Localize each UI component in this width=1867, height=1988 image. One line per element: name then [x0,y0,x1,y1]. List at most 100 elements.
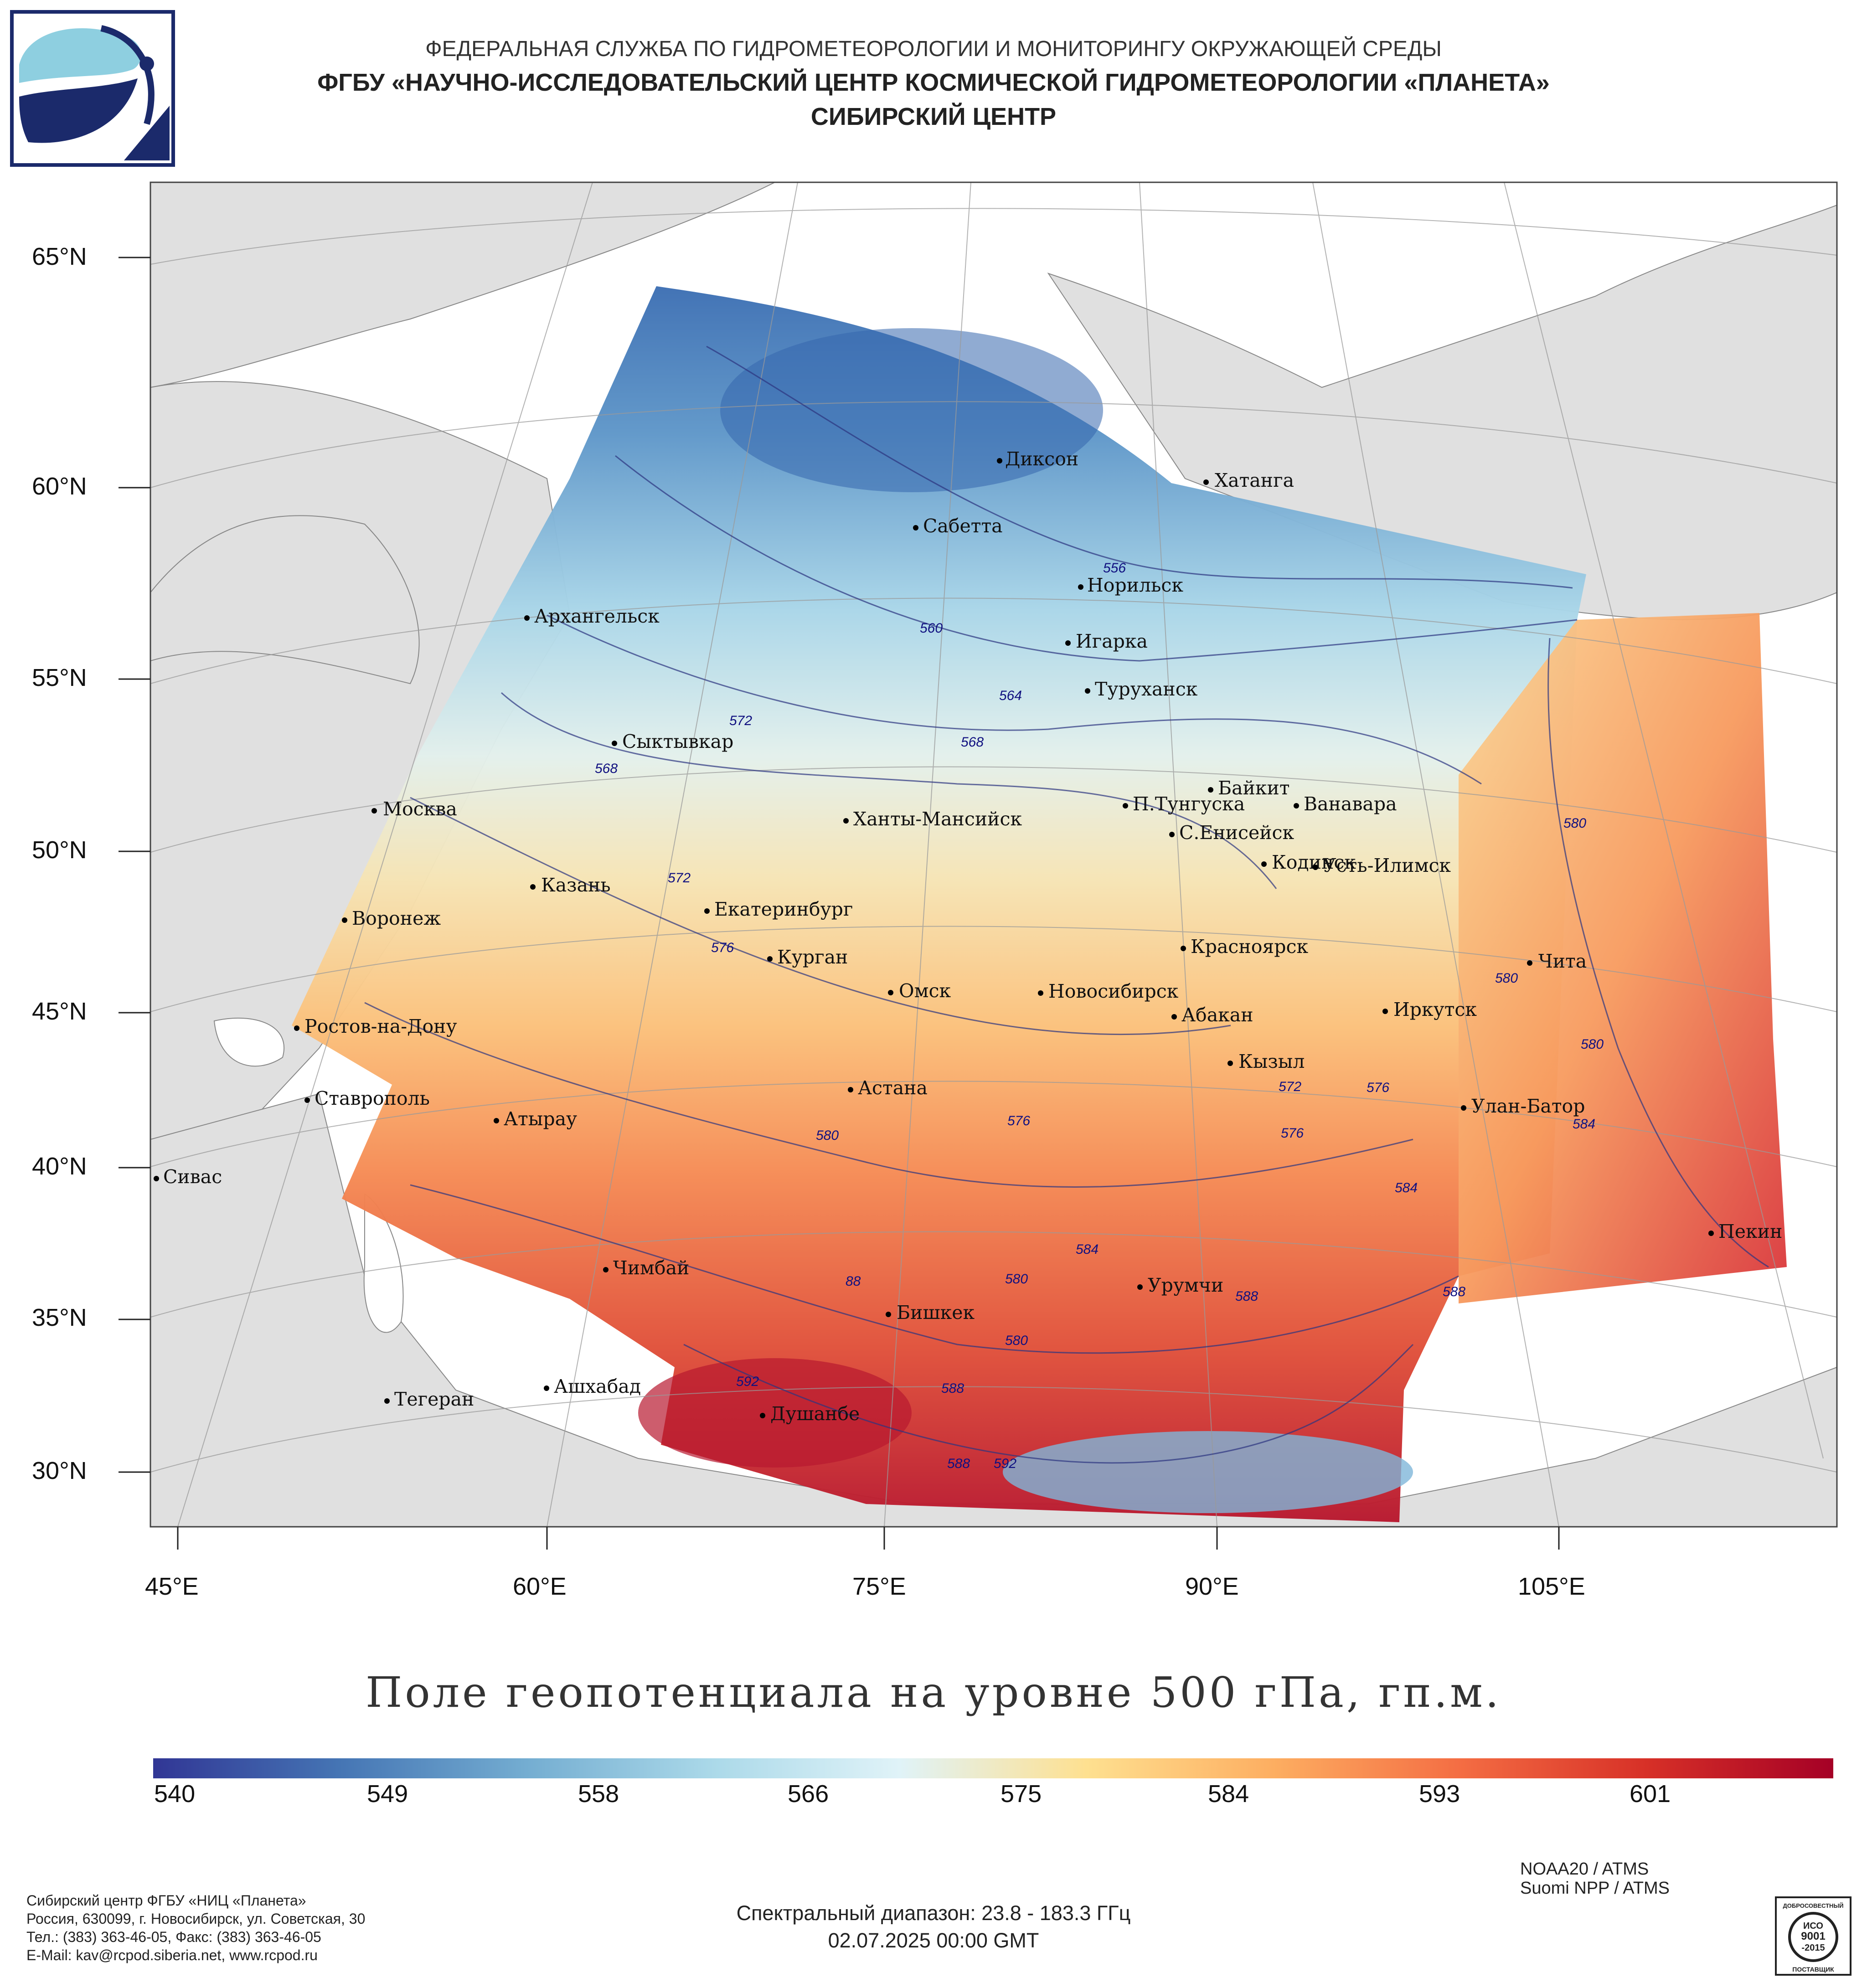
city-marker [760,1413,765,1418]
city-marker [1261,861,1267,867]
land-arctic-west [150,182,775,388]
city-label: Ханты-Мансийск [853,808,1022,830]
city-label: Усть-Илимск [1323,855,1451,876]
city-label: Тегеран [394,1388,474,1410]
header-agency: ФЕДЕРАЛЬНАЯ СЛУЖБА ПО ГИДРОМЕТЕОРОЛОГИИ … [425,37,1442,61]
isoline-label: 588 [941,1381,964,1396]
city-label: Байкит [1218,777,1290,799]
svg-text:ПОСТАВЩИК: ПОСТАВЩИК [1792,1966,1834,1973]
lon-label-45: 45°E [145,1573,199,1600]
isoline-label: 580 [1563,816,1587,831]
city-marker [1085,688,1090,694]
city-label: С.Енисейск [1179,822,1295,844]
svg-text:ИСО: ИСО [1803,1921,1823,1931]
isoline-label: 584 [1395,1180,1418,1195]
isoline-label: 556 [1103,561,1126,576]
city-marker [154,1176,159,1181]
lat-label-60: 60°N [32,473,87,500]
city-marker [530,884,536,890]
city-marker [1527,960,1532,966]
city-label: Диксон [1005,448,1079,470]
field-tibet-cold [1003,1431,1413,1513]
map-title: Поле геопотенциала на уровне 500 гПа, гп… [366,1668,1501,1717]
city-marker [1181,946,1186,951]
city-label: Сивас [163,1166,222,1188]
isoline-label: 568 [961,735,984,750]
colorbar-tick: 584 [1208,1780,1249,1808]
isoline-label: 588 [947,1456,970,1471]
isoline-label: 580 [1005,1272,1028,1287]
isoline-label: 572 [668,870,691,886]
city-label: Бишкек [897,1302,975,1324]
isoline-label: 576 [711,940,734,955]
city-label: Москва [383,798,457,820]
city-marker [1461,1105,1466,1111]
city-marker [1137,1284,1143,1290]
city-marker [612,741,617,746]
colorbar-tick: 558 [578,1780,619,1808]
city-marker [371,808,377,814]
city-marker [1038,990,1043,996]
city-label: Сыктывкар [622,731,734,752]
field-swath-main [292,286,1586,1522]
city-marker [384,1398,390,1404]
lon-label-90: 90°E [1185,1573,1239,1600]
city-label: Сабетта [923,515,1003,537]
land-scandinavia [150,515,420,685]
colorbar-tick: 540 [154,1780,196,1808]
city-marker [886,1312,891,1317]
city-label: Екатеринбург [714,898,853,920]
city-marker [1171,1014,1177,1020]
footer-email: E-Mail: kav@rcpod.siberia.net, www.rcpod… [26,1947,318,1963]
colorbar-tick: 575 [1001,1780,1042,1808]
spectral-range: Спектральный диапазон: 23.8 - 183.3 ГГц [736,1901,1131,1925]
city-label: Норильск [1087,574,1183,596]
isoline-label: 580 [1005,1333,1028,1348]
lat-label-30: 30°N [32,1457,87,1484]
city-marker [1169,832,1175,837]
city-marker [304,1097,310,1103]
isoline-label: 568 [595,761,618,776]
footer-org: Сибирский центр ФГБУ «НИЦ «Планета» [26,1892,306,1909]
city-marker [294,1025,299,1031]
black-sea [213,1017,284,1067]
city-label: Ростов-на-Дону [304,1015,457,1037]
city-label: Иркутск [1393,999,1477,1020]
lat-label-65: 65°N [32,243,87,270]
city-marker [1208,787,1213,793]
observation-date: 02.07.2025 00:00 GMT [828,1929,1039,1952]
isoline-label: 584 [1573,1117,1596,1132]
isoline-label: 576 [1367,1080,1390,1095]
city-marker [848,1087,853,1092]
iso-certificate-badge: ДОБРОСОВЕСТНЫЙ ИСО 9001 -2015 ПОСТАВЩИК [1775,1896,1852,1976]
city-marker [843,818,849,824]
city-label: Архангельск [534,605,660,627]
isoline-label: 88 [846,1274,861,1289]
colorbar-tick: 566 [788,1780,829,1808]
planeta-logo [10,10,175,167]
isoline-label: 576 [1281,1126,1304,1141]
lon-label-75: 75°E [852,1573,906,1600]
city-label: Душанбе [770,1403,860,1425]
city-label: Астана [858,1077,928,1099]
isoline-label: 576 [1007,1113,1031,1128]
header-institute: ФГБУ «НАУЧНО-ИССЛЕДОВАТЕЛЬСКИЙ ЦЕНТР КОС… [317,69,1550,96]
isoline-label: 572 [729,713,753,728]
city-marker [342,917,347,923]
city-marker [1708,1231,1714,1236]
isoline-label: 588 [1235,1289,1258,1304]
isoline-label: 564 [999,688,1022,703]
city-label: Ашхабад [554,1375,641,1397]
colorbar-tick: 549 [367,1780,408,1808]
city-marker [997,458,1002,464]
city-label: Красноярск [1191,936,1309,958]
city-label: Туруханск [1095,678,1198,700]
city-label: Игарка [1076,630,1148,652]
header-center: СИБИРСКИЙ ЦЕНТР [810,103,1057,130]
city-marker [494,1118,499,1123]
city-marker [524,615,530,621]
lat-label-45: 45°N [32,998,87,1025]
lat-label-35: 35°N [32,1304,87,1331]
city-label: Чимбай [613,1257,690,1279]
svg-text:ДОБРОСОВЕСТНЫЙ: ДОБРОСОВЕСТНЫЙ [1783,1902,1843,1909]
